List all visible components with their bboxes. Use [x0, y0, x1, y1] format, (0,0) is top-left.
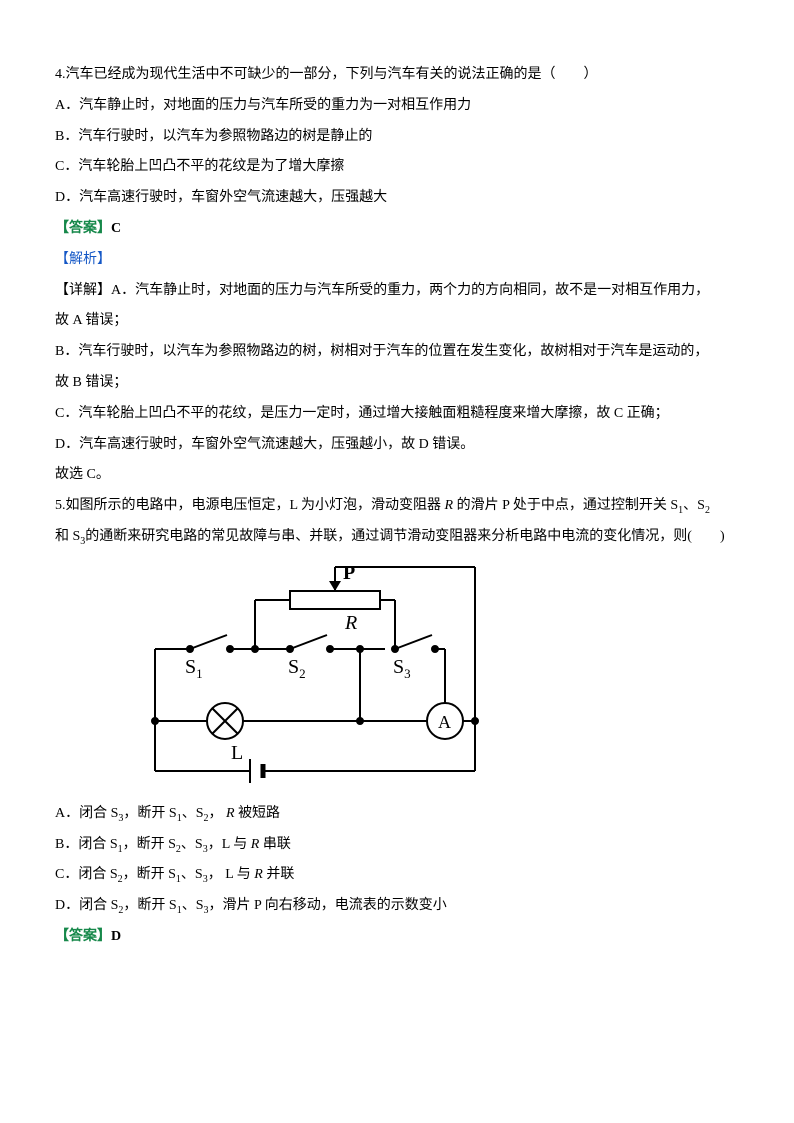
q5-option-c: C．闭合 S2，断开 S1、S3， L 与 R 并联 — [55, 860, 739, 891]
q5-stem-part5: 的通断来研究电路的常见故障与串、并联，通过调节滑动变阻器来分析电路中电流的变化情… — [85, 529, 724, 544]
q4-detail-b2: 故 B 错误； — [55, 368, 739, 399]
label-p: P — [343, 562, 355, 584]
q4-stem: 4.汽车已经成为现代生活中不可缺少的一部分，下列与汽车有关的说法正确的是（ ） — [55, 60, 739, 91]
q4-detail-d: D．汽车高速行驶时，车窗外空气流速越大，压强越小，故 D 错误。 — [55, 430, 739, 461]
q5-answer-label: 【答案】 — [55, 929, 111, 944]
sub-2: 2 — [705, 505, 710, 516]
q4-option-a: A．汽车静止时，对地面的压力与汽车所受的重力为一对相互作用力 — [55, 91, 739, 122]
q4-analysis-label: 【解析】 — [55, 245, 739, 276]
q5-stem-part1: 5.如图所示的电路中，电源电压恒定，L 为小灯泡，滑动变阻器 — [55, 498, 445, 513]
q5-option-a: A．闭合 S3，断开 S1、S2， R 被短路 — [55, 799, 739, 830]
q4-answer-value: C — [111, 221, 121, 236]
label-a: A — [438, 712, 451, 732]
q4-detail-a: 【详解】A．汽车静止时，对地面的压力与汽车所受的重力，两个力的方向相同，故不是一… — [55, 276, 739, 307]
q4-option-c: C．汽车轮胎上凹凸不平的花纹是为了增大摩擦 — [55, 152, 739, 183]
label-r: R — [344, 612, 357, 634]
q5-answer: 【答案】D — [55, 922, 739, 953]
q5-answer-value: D — [111, 929, 121, 944]
label-s2: S2 — [288, 656, 306, 681]
q4-option-d: D．汽车高速行驶时，车窗外空气流速越大，压强越大 — [55, 183, 739, 214]
q4-detail-c: C．汽车轮胎上凹凸不平的花纹，是压力一定时，通过增大接触面粗糙程度来增大摩擦，故… — [55, 399, 739, 430]
q5-stem-line1: 5.如图所示的电路中，电源电压恒定，L 为小灯泡，滑动变阻器 R 的滑片 P 处… — [55, 491, 739, 522]
q5-stem-line2: 和 S3的通断来研究电路的常见故障与串、并联，通过调节滑动变阻器来分析电路中电流… — [55, 522, 739, 553]
q4-answer-label: 【答案】 — [55, 221, 111, 236]
label-s3: S3 — [393, 656, 411, 681]
analysis-label: 【解析】 — [55, 252, 111, 267]
circuit-diagram: P R S1 S2 S3 L A — [135, 561, 739, 791]
q5-option-b: B．闭合 S1，断开 S2、S3，L 与 R 串联 — [55, 830, 739, 861]
q5-option-d: D．闭合 S2，断开 S1、S3，滑片 P 向右移动，电流表的示数变小 — [55, 891, 739, 922]
q5-stem-part2: 的滑片 P 处于中点，通过控制开关 S — [453, 498, 678, 513]
q5-stem-part3: 、S — [683, 498, 705, 513]
label-s1: S1 — [185, 656, 203, 681]
q5-stem-part4: 和 S — [55, 529, 80, 544]
q4-answer: 【答案】C — [55, 214, 739, 245]
circuit-svg: P R S1 S2 S3 L A — [135, 561, 495, 791]
label-l: L — [231, 742, 243, 764]
q4-option-b: B．汽车行驶时，以汽车为参照物路边的树是静止的 — [55, 122, 739, 153]
var-r: R — [445, 498, 454, 513]
q4-detail-b: B．汽车行驶时，以汽车为参照物路边的树，树相对于汽车的位置在发生变化，故树相对于… — [55, 337, 739, 368]
q4-detail-a2: 故 A 错误； — [55, 306, 739, 337]
q4-conclusion: 故选 C。 — [55, 460, 739, 491]
